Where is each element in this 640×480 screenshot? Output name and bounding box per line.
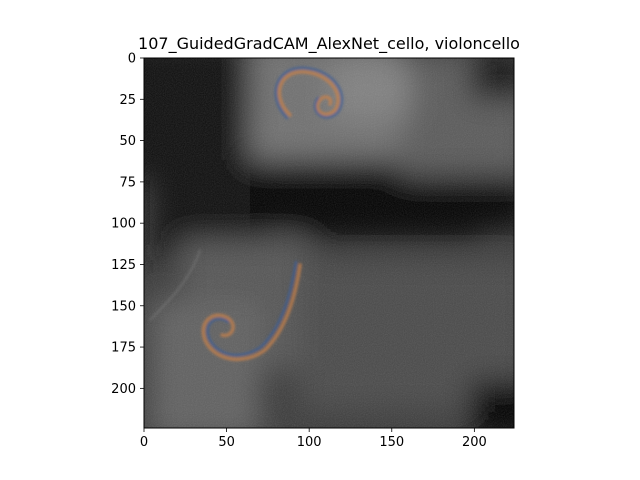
upper-scroll-edge — [277, 70, 340, 117]
x-tick-label: 0 — [140, 435, 148, 450]
plot-frame — [143, 57, 515, 429]
x-tick-label: 50 — [218, 435, 235, 450]
lower-scroll-edge — [201, 263, 302, 361]
y-tick-label: 200 — [111, 382, 136, 397]
x-tick-label: 200 — [462, 435, 487, 450]
y-tick-label: 25 — [119, 93, 136, 108]
y-axis: 0 25 50 75 100 125 150 175 200 — [111, 52, 144, 397]
x-axis: 0 50 100 150 200 — [140, 428, 487, 450]
y-tick-label: 50 — [119, 134, 136, 149]
y-tick-label: 0 — [128, 52, 136, 67]
heatmap-image — [144, 58, 514, 428]
y-tick-label: 75 — [119, 175, 136, 190]
x-tick-label: 150 — [379, 435, 404, 450]
y-tick-label: 175 — [111, 341, 136, 356]
y-tick-label: 150 — [111, 299, 136, 314]
chart-title: 107_GuidedGradCAM_AlexNet_cello, violonc… — [138, 34, 520, 54]
y-tick-label: 100 — [111, 217, 136, 232]
x-tick-label: 100 — [297, 435, 322, 450]
y-tick-label: 125 — [111, 258, 136, 273]
